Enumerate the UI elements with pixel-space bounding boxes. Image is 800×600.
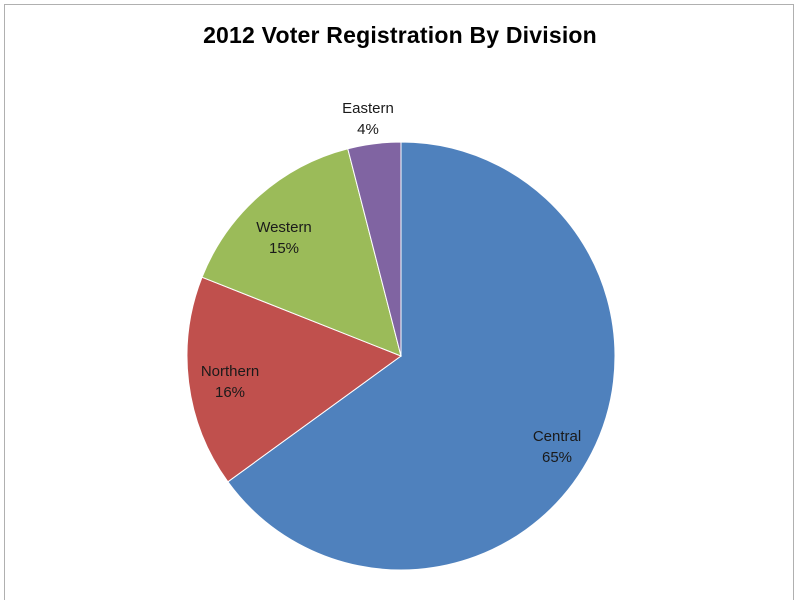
slice-value-western: 15% <box>269 240 299 257</box>
pie-slices <box>186 141 616 571</box>
slice-value-northern: 16% <box>215 384 245 401</box>
pie-slice-eastern <box>347 141 402 357</box>
pie-slice-western <box>201 148 402 357</box>
pie-labels: Central 65% Northern 16% Western 15% Eastern 4% <box>201 100 581 466</box>
pie-slice-central <box>227 141 616 571</box>
chart-title: 2012 Voter Registration By Division <box>203 22 597 48</box>
slice-label-northern: Northern <box>201 363 259 380</box>
slice-label-eastern: Eastern <box>342 100 394 117</box>
slice-label-central: Central <box>533 428 581 445</box>
slice-value-central: 65% <box>542 449 572 466</box>
pie-slice-northern <box>186 276 403 483</box>
slice-label-western: Western <box>256 219 312 236</box>
slice-value-eastern: 4% <box>357 121 379 138</box>
